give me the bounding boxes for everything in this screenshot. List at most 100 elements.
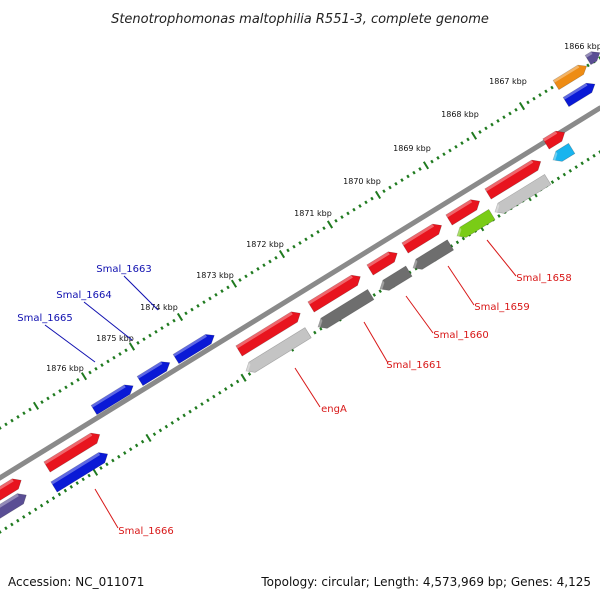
tick-mark: [550, 85, 554, 90]
feature-cyan[interactable]: [552, 142, 576, 163]
tick-mark: [592, 153, 596, 158]
gene-label-smal-1661[interactable]: Smal_1661: [386, 360, 441, 371]
tick-mark: [319, 326, 323, 331]
feature-smal-1660-red[interactable]: [366, 251, 398, 276]
tick-mark: [394, 181, 398, 186]
tick-mark: [160, 326, 164, 330]
feature-red-left[interactable]: [0, 478, 22, 502]
kbp-label: 1876 kbp: [46, 364, 84, 373]
feature-smal-1661-red[interactable]: [307, 274, 361, 313]
tick-mark: [158, 428, 163, 433]
tick-mark: [206, 398, 210, 403]
feature-red-7[interactable]: [542, 130, 566, 150]
gene-label-smal-1659[interactable]: Smal_1659: [474, 302, 529, 313]
gene-label-enga[interactable]: engA: [321, 404, 347, 415]
feature-smal-1665[interactable]: [90, 384, 134, 416]
tick-mark: [478, 130, 482, 134]
tick-mark: [76, 378, 80, 382]
tick-mark: [508, 111, 512, 116]
gene-label-smal-1658[interactable]: Smal_1658: [516, 273, 571, 284]
tick-mark: [88, 370, 92, 375]
tick-mark: [69, 484, 74, 489]
tick-mark: [208, 296, 212, 301]
feature-purple-left[interactable]: [0, 493, 27, 520]
tick-mark: [214, 292, 218, 297]
label-leaders: [44, 239, 517, 529]
tick-mark: [550, 180, 555, 184]
gene-label-smal-1664[interactable]: Smal_1664: [56, 290, 111, 301]
feature-purple-top[interactable]: [584, 51, 600, 66]
tick-mark: [310, 233, 314, 238]
feature-red-5[interactable]: [445, 199, 481, 226]
feature-red-6[interactable]: [484, 159, 542, 200]
tick-mark: [568, 168, 573, 173]
feature-smal-1663[interactable]: [172, 334, 215, 365]
tick-mark: [172, 318, 176, 323]
feature-gray-dark-3[interactable]: [412, 239, 455, 271]
tick-mark: [238, 278, 242, 282]
tick-mark: [176, 312, 184, 322]
tick-mark: [33, 507, 38, 512]
tick-mark: [140, 439, 145, 444]
tick-mark: [374, 190, 382, 200]
tick-mark: [111, 458, 115, 463]
tick-mark: [230, 279, 238, 288]
tick-mark: [364, 200, 368, 205]
gene-label-smal-1666[interactable]: Smal_1666: [118, 526, 173, 537]
tick-mark: [586, 157, 590, 162]
tick-mark: [212, 394, 216, 399]
tick-mark: [39, 503, 44, 508]
tick-mark: [598, 150, 600, 154]
tick-mark: [286, 248, 290, 253]
gene-label-smal-1665[interactable]: Smal_1665: [17, 313, 72, 324]
tick-mark: [52, 392, 56, 397]
tick-mark: [497, 214, 501, 218]
tick-mark: [598, 56, 600, 60]
gene-label-group: Smal_1663 Smal_1664 Smal_1665 Smal_1658 …: [17, 264, 571, 537]
feature-blue-top[interactable]: [562, 82, 596, 108]
feature-green[interactable]: [456, 208, 496, 239]
tick-mark: [466, 137, 470, 142]
tick-mark: [274, 255, 278, 260]
tick-mark: [316, 230, 320, 234]
feature-orange[interactable]: [552, 64, 588, 91]
tick-mark: [105, 462, 109, 467]
feature-gray-dark-2[interactable]: [379, 265, 413, 292]
tick-mark: [0, 530, 2, 534]
tick-mark: [518, 101, 526, 111]
feature-gray-dark-1[interactable]: [317, 288, 375, 330]
tick-mark: [148, 333, 152, 338]
tick-mark: [313, 330, 317, 335]
tick-mark: [562, 172, 567, 177]
tick-mark: [136, 341, 140, 345]
tick-mark: [455, 240, 460, 245]
feature-group: [0, 51, 600, 520]
gene-label-smal-1660[interactable]: Smal_1660: [433, 330, 488, 341]
tick-mark: [87, 473, 91, 478]
feature-enga-red[interactable]: [235, 311, 301, 357]
feature-smal-1664[interactable]: [136, 361, 171, 387]
tick-mark: [4, 422, 8, 427]
tick-mark: [63, 488, 68, 493]
feature-gray-light-2[interactable]: [494, 173, 552, 215]
tick-mark: [10, 522, 14, 527]
tick-mark: [526, 100, 530, 105]
tick-mark: [370, 196, 374, 201]
feature-gray-light-1[interactable]: [245, 327, 312, 374]
feature-smal-1666-red[interactable]: [43, 432, 101, 473]
tick-mark: [28, 407, 32, 412]
feature-smal-1659-red[interactable]: [401, 223, 442, 254]
leader-line: [294, 367, 321, 408]
feature-smal-1666-blue[interactable]: [50, 452, 109, 493]
tick-mark: [128, 447, 133, 452]
tick-mark: [229, 383, 234, 388]
tick-mark: [340, 215, 344, 219]
kbp-label: 1867 kbp: [489, 77, 527, 86]
gene-label-smal-1663[interactable]: Smal_1663: [96, 264, 151, 275]
leader-line: [123, 275, 159, 311]
tick-mark: [118, 352, 122, 356]
tick-mark: [152, 432, 157, 437]
genome-backbone: [0, 105, 600, 481]
tick-mark: [484, 126, 488, 131]
tick-mark: [10, 418, 14, 423]
